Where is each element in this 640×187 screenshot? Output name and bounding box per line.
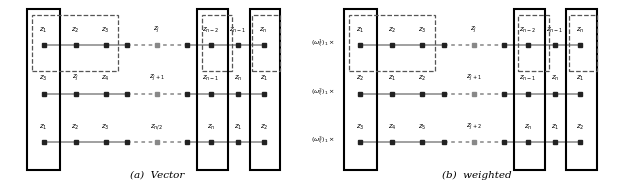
Bar (566, 9, 597, 170)
Text: $z_4$: $z_4$ (388, 123, 397, 132)
Text: $z_1$: $z_1$ (577, 74, 584, 83)
Text: $(\omega_\xi^2)_1\times$: $(\omega_\xi^2)_1\times$ (311, 87, 335, 99)
Text: $z_1$: $z_1$ (234, 123, 242, 132)
Text: $z_n$: $z_n$ (207, 123, 216, 132)
Text: $z_3$: $z_3$ (356, 123, 365, 132)
Bar (202, 15, 232, 71)
Text: $z_n$: $z_n$ (576, 25, 585, 35)
Text: (a)  Vector: (a) Vector (130, 171, 184, 180)
Text: $z_n$: $z_n$ (550, 74, 559, 83)
Bar (569, 15, 597, 71)
Text: $z_3$: $z_3$ (39, 74, 48, 83)
Bar (250, 9, 280, 170)
Text: $z_2$: $z_2$ (71, 25, 80, 35)
Text: $z_3$: $z_3$ (101, 123, 110, 132)
Text: $z_2$: $z_2$ (576, 123, 585, 132)
Text: $z_2$: $z_2$ (71, 123, 80, 132)
Text: $z_3$: $z_3$ (418, 25, 427, 35)
Text: $(\omega_\xi^1)_1\times$: $(\omega_\xi^1)_1\times$ (311, 38, 335, 50)
Text: $z_{n-1}$: $z_{n-1}$ (202, 74, 220, 83)
Bar (32, 15, 118, 71)
Bar (514, 9, 545, 170)
Text: $z_{n-2}$: $z_{n-2}$ (519, 25, 537, 35)
Text: $z_{j+1}$: $z_{j+1}$ (149, 73, 164, 83)
Text: $z_1$: $z_1$ (388, 74, 396, 83)
Text: $z_n$: $z_n$ (524, 123, 532, 132)
Bar (252, 15, 280, 71)
Text: $z_4$: $z_4$ (101, 74, 110, 83)
Text: $z_{n/2}$: $z_{n/2}$ (150, 122, 163, 132)
Text: $z_{n-1}$: $z_{n-1}$ (519, 74, 537, 83)
Text: $z_n$: $z_n$ (259, 25, 268, 35)
Text: $z_1$: $z_1$ (40, 25, 47, 35)
Text: $(\omega_\xi^3)_1\times$: $(\omega_\xi^3)_1\times$ (311, 135, 335, 147)
Text: $z_1$: $z_1$ (260, 74, 268, 83)
Bar (197, 9, 228, 170)
Text: $z_{n-1}$: $z_{n-1}$ (229, 25, 247, 35)
Text: $z_3$: $z_3$ (101, 25, 110, 35)
Text: $z_{j+1}$: $z_{j+1}$ (466, 73, 481, 83)
Text: $z_n$: $z_n$ (234, 74, 243, 83)
Bar (27, 9, 60, 170)
Text: $z_j$: $z_j$ (470, 24, 477, 35)
Text: (b)  weighted: (b) weighted (442, 170, 511, 180)
Text: $z_1$: $z_1$ (40, 123, 47, 132)
Text: $z_1$: $z_1$ (551, 123, 559, 132)
Text: $z_2$: $z_2$ (388, 25, 397, 35)
Text: $z_{j+2}$: $z_{j+2}$ (466, 121, 481, 132)
Text: $z_{n-2}$: $z_{n-2}$ (202, 25, 220, 35)
Text: $z_2$: $z_2$ (356, 74, 365, 83)
Bar (349, 15, 435, 71)
Bar (518, 15, 549, 71)
Text: $z_2$: $z_2$ (259, 123, 268, 132)
Text: $z_j$: $z_j$ (154, 24, 160, 35)
Text: $z_2$: $z_2$ (418, 74, 427, 83)
Bar (344, 9, 377, 170)
Text: $z_1$: $z_1$ (356, 25, 364, 35)
Text: $z_{n-1}$: $z_{n-1}$ (546, 25, 564, 35)
Text: $z_j$: $z_j$ (72, 73, 79, 83)
Text: $z_5$: $z_5$ (418, 123, 427, 132)
